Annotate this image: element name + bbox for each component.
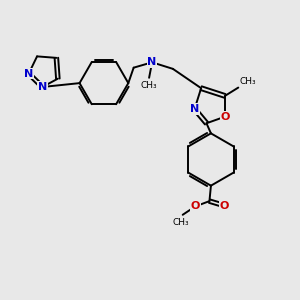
Text: O: O	[220, 201, 229, 211]
Text: O: O	[220, 112, 230, 122]
Text: N: N	[24, 69, 33, 79]
Text: CH₃: CH₃	[240, 77, 256, 86]
Text: CH₃: CH₃	[173, 218, 190, 227]
Text: N: N	[148, 57, 157, 67]
Text: N: N	[190, 104, 199, 114]
Text: O: O	[190, 202, 200, 212]
Text: CH₃: CH₃	[141, 81, 158, 90]
Text: N: N	[38, 82, 47, 92]
